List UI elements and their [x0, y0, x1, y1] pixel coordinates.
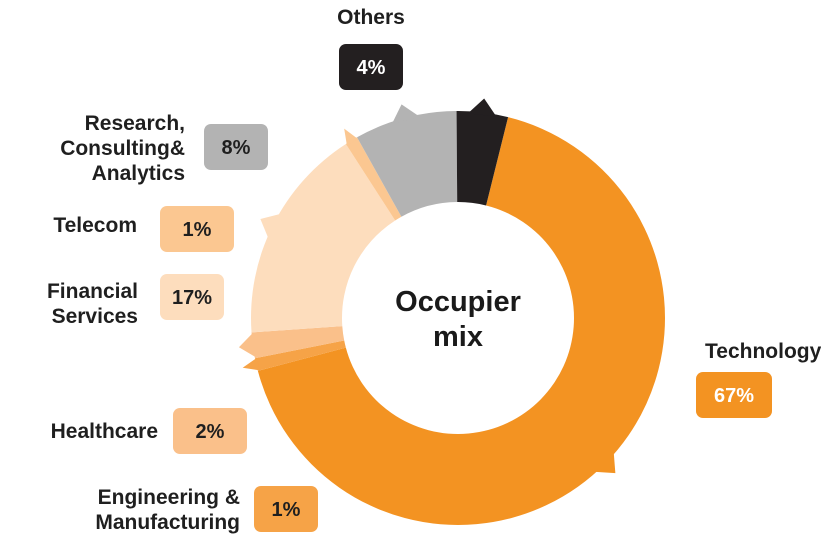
slice-label-telecom-line-1: Telecom	[53, 214, 137, 237]
slice-financial-services	[251, 144, 396, 333]
value-badge-telecom	[160, 206, 234, 252]
slice-label-engineering-manufacturing-line-1: Engineering &	[98, 486, 240, 509]
value-label-financial-services: 17%	[172, 287, 212, 309]
value-badge-technology	[696, 372, 772, 418]
value-label-engineering-manufacturing: 1%	[272, 499, 301, 521]
value-label-others: 4%	[357, 57, 386, 79]
value-label-research-consulting-analytics: 8%	[222, 137, 251, 159]
value-badge-healthcare	[173, 408, 247, 454]
value-label-telecom: 1%	[183, 219, 212, 241]
slices-group	[251, 111, 666, 525]
slice-label-research-consulting-analytics-line-3: Analytics	[92, 162, 185, 185]
slice-label-others-line-1: Others	[337, 6, 405, 29]
value-label-healthcare: 2%	[196, 421, 225, 443]
value-badge-financial-services	[160, 274, 224, 320]
callout-financial-services	[260, 213, 282, 240]
slice-healthcare	[251, 326, 345, 359]
value-badge-engineering-manufacturing	[254, 486, 318, 532]
slice-telecom	[345, 137, 402, 221]
slice-research-consulting-analytics	[357, 111, 458, 217]
callouts-group	[238, 98, 616, 474]
slice-label-healthcare-line-1: Healthcare	[51, 420, 158, 443]
slice-label-research-consulting-analytics-line-1: Research,	[85, 112, 185, 135]
center-label-line-1: Occupier	[395, 286, 521, 318]
callout-healthcare	[238, 332, 257, 358]
value-badge-others	[339, 44, 403, 90]
slice-label-research-consulting-analytics-line-2: Consulting&	[60, 137, 185, 160]
slice-technology	[257, 117, 666, 525]
center-label-line-2: mix	[433, 321, 483, 353]
callout-engineering-manufacturing	[242, 357, 260, 371]
callout-technology	[593, 451, 616, 474]
slice-label-financial-services-line-2: Services	[52, 305, 138, 328]
value-label-technology: 67%	[714, 385, 754, 407]
slice-others	[456, 111, 509, 206]
slice-label-technology-line-1: Technology	[705, 340, 821, 363]
callout-research-consulting-analytics	[391, 104, 420, 124]
callout-telecom	[344, 128, 358, 146]
slice-engineering-manufacturing	[254, 340, 346, 371]
slice-label-engineering-manufacturing-line-2: Manufacturing	[95, 511, 240, 534]
slice-label-financial-services-line-1: Financial	[47, 280, 138, 303]
value-badge-research-consulting-analytics	[204, 124, 268, 170]
callout-others	[468, 98, 497, 117]
labels-group: Technology 67% Engineering &Manufacturing 1…	[47, 6, 821, 534]
